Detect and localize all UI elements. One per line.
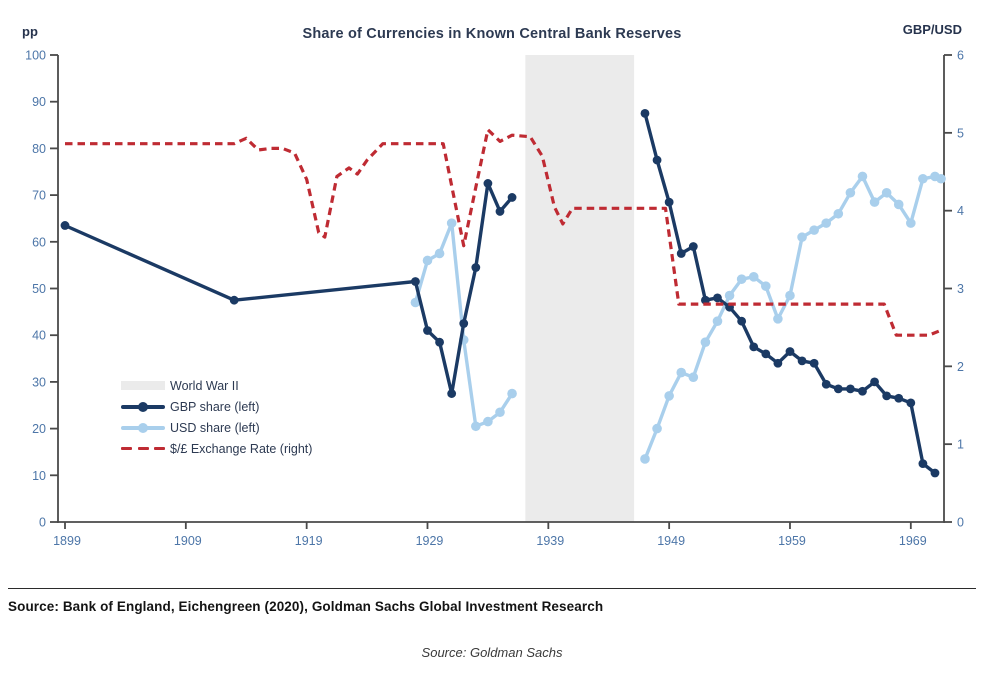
left-axis-unit-label: pp xyxy=(22,24,38,39)
svg-text:1969: 1969 xyxy=(899,534,927,548)
legend-label-gbp-share: GBP share (left) xyxy=(170,399,260,414)
svg-text:60: 60 xyxy=(32,235,46,249)
svg-text:1949: 1949 xyxy=(657,534,685,548)
svg-text:90: 90 xyxy=(32,95,46,109)
divider-line xyxy=(8,588,976,589)
svg-text:40: 40 xyxy=(32,329,46,343)
legend: World War II GBP share (left) USD share … xyxy=(121,375,312,459)
footer-caption: Source: Goldman Sachs xyxy=(421,645,563,660)
svg-text:5: 5 xyxy=(957,126,964,140)
legend-item-exchange-rate: $/£ Exchange Rate (right) xyxy=(121,438,312,459)
svg-text:1929: 1929 xyxy=(416,534,444,548)
usd-line-swatch xyxy=(121,420,165,436)
legend-item-usd-share: USD share (left) xyxy=(121,417,312,438)
svg-text:2: 2 xyxy=(957,360,964,374)
svg-text:100: 100 xyxy=(25,49,46,63)
svg-text:3: 3 xyxy=(957,282,964,296)
svg-text:20: 20 xyxy=(32,422,46,436)
source-text: Source: Bank of England, Eichengreen (20… xyxy=(8,599,604,614)
chart-canvas: 0 10 20 30 40 50 60 70 80 90 100 0 1 2 3 4 5 6 1899 1909 191… xyxy=(25,49,964,549)
svg-text:1959: 1959 xyxy=(778,534,806,548)
right-axis-unit-label: GBP/USD xyxy=(902,22,962,37)
svg-text:10: 10 xyxy=(32,469,46,483)
chart-title: Share of Currencies in Known Central Ban… xyxy=(302,26,682,42)
legend-item-gbp-share: GBP share (left) xyxy=(121,396,312,417)
svg-text:1919: 1919 xyxy=(295,534,323,548)
svg-text:80: 80 xyxy=(32,142,46,156)
svg-text:1899: 1899 xyxy=(53,534,81,548)
svg-text:1909: 1909 xyxy=(174,534,202,548)
svg-text:1939: 1939 xyxy=(536,534,564,548)
svg-text:1: 1 xyxy=(957,438,964,452)
svg-text:0: 0 xyxy=(39,516,46,530)
svg-text:50: 50 xyxy=(32,282,46,296)
svg-text:30: 30 xyxy=(32,375,46,389)
wwii-band-swatch xyxy=(121,381,165,390)
exchange-rate-dash-swatch xyxy=(121,441,165,457)
svg-text:0: 0 xyxy=(957,516,964,530)
gbp-line-swatch xyxy=(121,399,165,415)
svg-text:70: 70 xyxy=(32,189,46,203)
legend-item-wwii: World War II xyxy=(121,375,312,396)
legend-label-usd-share: USD share (left) xyxy=(170,420,260,435)
legend-label-wwii: World War II xyxy=(170,378,239,393)
legend-label-exchange-rate: $/£ Exchange Rate (right) xyxy=(170,441,313,456)
svg-text:6: 6 xyxy=(957,49,964,63)
svg-text:4: 4 xyxy=(957,204,964,218)
